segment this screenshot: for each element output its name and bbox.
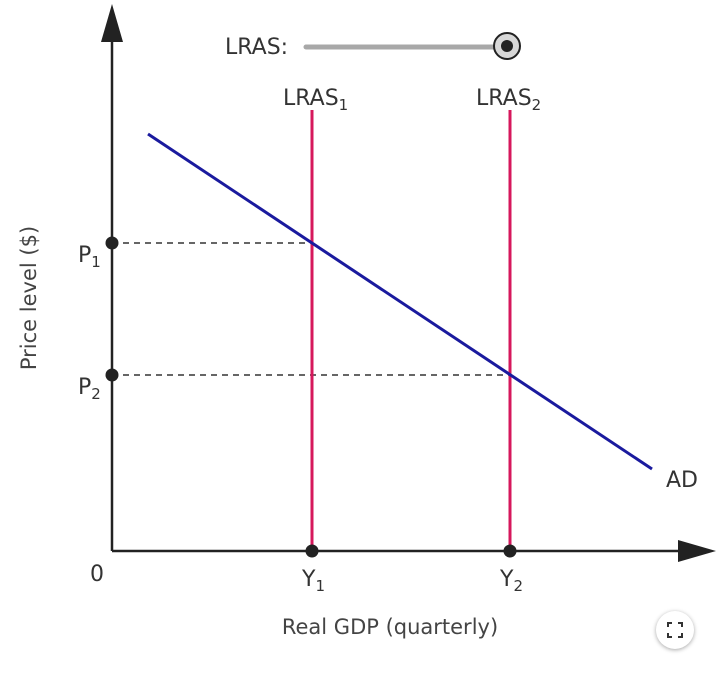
- fullscreen-icon: [667, 622, 683, 638]
- fullscreen-button[interactable]: [656, 611, 694, 649]
- y2-label: Y2: [499, 567, 523, 595]
- p2-label: P2: [78, 375, 101, 403]
- y1-label: Y1: [301, 567, 325, 595]
- x-axis-title: Real GDP (quarterly): [282, 615, 498, 639]
- lras-slider[interactable]: LRAS:: [225, 32, 521, 60]
- lras1-label: LRAS1: [283, 86, 348, 114]
- p1-point: [105, 236, 119, 250]
- p1-label: P1: [78, 243, 101, 271]
- origin-label: 0: [90, 562, 104, 587]
- y1-point: [305, 544, 319, 558]
- slider-label: LRAS:: [225, 35, 288, 60]
- y2-point: [503, 544, 517, 558]
- slider-handle-center: [501, 40, 513, 52]
- x-axis-arrow-icon: [678, 540, 716, 562]
- y-axis-arrow-icon: [101, 4, 123, 42]
- ad-line: [147, 132, 653, 471]
- ad-label: AD: [666, 468, 698, 493]
- p2-point: [105, 368, 119, 382]
- y-axis-title: Price level ($): [17, 226, 41, 370]
- lras2-label: LRAS2: [476, 86, 541, 114]
